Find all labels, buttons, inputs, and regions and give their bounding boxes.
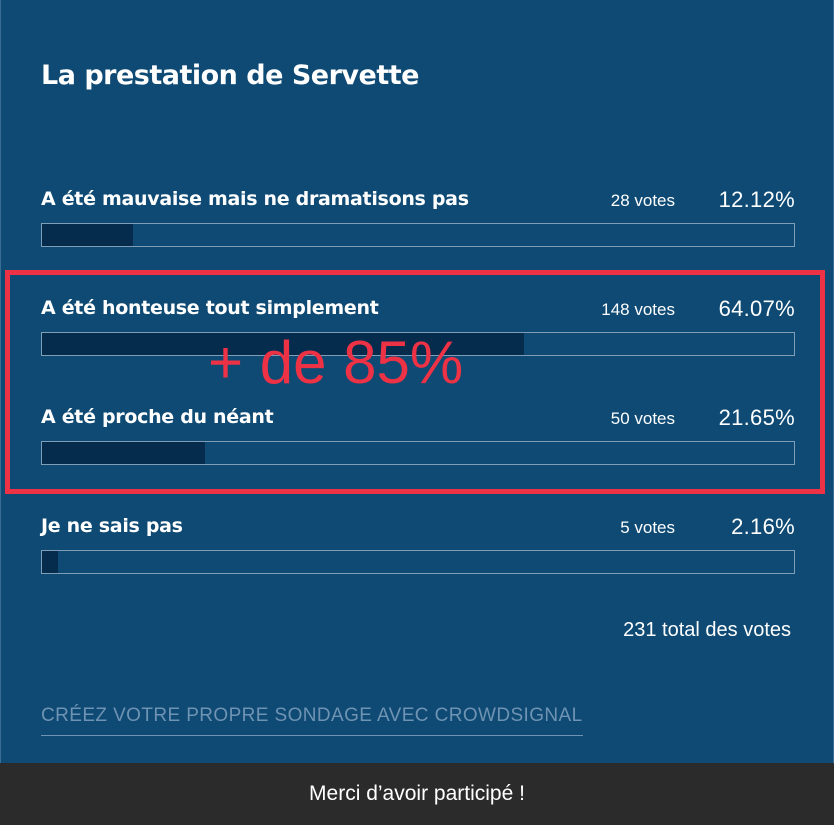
result-bar-fill <box>42 333 524 355</box>
answer-percent: 2.16% <box>731 514 795 539</box>
result-bar-fill <box>42 224 134 246</box>
answer-row-1: A été mauvaise mais ne dramatisons pas 2… <box>41 187 795 272</box>
answer-percent: 64.07% <box>718 296 795 321</box>
answer-label: A été proche du néant <box>41 406 274 428</box>
poll-widget: La prestation de Servette A été mauvaise… <box>0 0 834 763</box>
result-bar-fill <box>42 442 205 464</box>
answer-label: A été mauvaise mais ne dramatisons pas <box>41 188 469 210</box>
result-bar-fill <box>42 551 59 573</box>
result-bar <box>41 550 795 574</box>
result-bar <box>41 332 795 356</box>
answer-row-3: A été proche du néant 50 votes 21.65% <box>41 405 795 490</box>
create-poll-link[interactable]: CRÉEZ VOTRE PROPRE SONDAGE AVEC CROWDSIG… <box>41 705 583 736</box>
answer-votes: 28 votes <box>610 191 675 210</box>
thank-you-banner: Merci d’avoir participé ! <box>0 763 834 825</box>
answer-label: Je ne sais pas <box>41 515 183 537</box>
result-bar <box>41 223 795 247</box>
result-bar <box>41 441 795 465</box>
answer-percent: 12.12% <box>718 187 795 212</box>
total-votes: 231 total des votes <box>623 619 791 641</box>
thank-you-message: Merci d’avoir participé ! <box>309 782 525 805</box>
answer-row-2: A été honteuse tout simplement 148 votes… <box>41 296 795 381</box>
answer-label: A été honteuse tout simplement <box>41 297 379 319</box>
poll-title: La prestation de Servette <box>41 60 419 91</box>
answer-votes: 50 votes <box>610 409 675 428</box>
answer-votes: 5 votes <box>620 518 675 537</box>
answer-votes: 148 votes <box>601 300 675 319</box>
answer-percent: 21.65% <box>718 405 795 430</box>
answer-row-4: Je ne sais pas 5 votes 2.16% <box>41 514 795 599</box>
